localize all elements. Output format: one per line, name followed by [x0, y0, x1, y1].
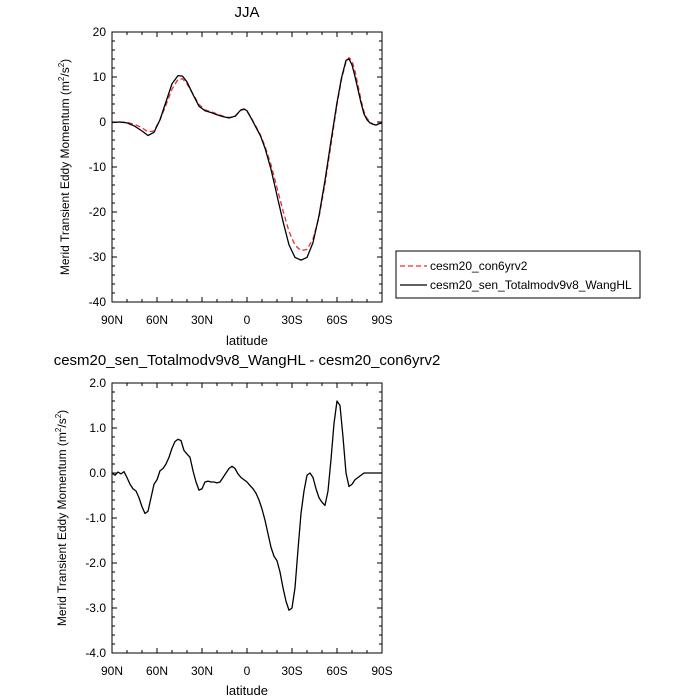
chart-bottom-ylabel: Merid Transient Eddy Momentum (m2/s2): [54, 410, 69, 626]
chart-bottom-xtick-label: 60N: [146, 664, 168, 678]
chart-top-ytick-label: -10: [89, 160, 107, 174]
chart-bottom-ytick-label: 0.0: [89, 466, 106, 480]
chart-top-xtick-label: 30S: [281, 313, 302, 327]
chart-top-xtick-label: 60S: [326, 313, 347, 327]
chart-bottom-ytick-label: 2.0: [89, 376, 106, 390]
chart-top-ytick-label: 20: [93, 25, 107, 39]
chart-top-ticks: [111, 31, 383, 303]
chart-bottom-xtick-label: 0: [244, 664, 251, 678]
legend-box: [395, 250, 641, 299]
legend-label-con6yrv2: cesm20_con6yrv2: [430, 259, 528, 273]
chart-top-ylabel: Merid Transient Eddy Momentum (m2/s2): [57, 59, 72, 275]
chart-bottom-y-tick-labels: 2.0 1.0 0.0 -1.0 -2.0 -3.0 -4.0: [85, 376, 106, 660]
chart-top-xtick-label: 0: [244, 313, 251, 327]
chart-top-title: JJA: [234, 4, 259, 21]
chart-bottom-xtick-label: 30S: [281, 664, 302, 678]
chart-top-xtick-label: 90N: [101, 313, 123, 327]
chart-top-xtick-label: 60N: [146, 313, 168, 327]
chart-top-series-line-0: [111, 57, 383, 252]
legend-label-totalmod: cesm20_sen_Totalmodv9v8_WangHL: [430, 278, 632, 292]
chart-top-frame: [111, 31, 383, 303]
chart-bottom-xlabel: latitude: [226, 683, 268, 698]
chart-bottom-ytick-label: -2.0: [85, 556, 106, 570]
chart-bottom-frame: [111, 382, 383, 654]
chart-bottom-ytick-label: 1.0: [89, 421, 106, 435]
chart-bottom-series-line-0: [111, 400, 382, 611]
chart-bottom-ytick-label: -1.0: [85, 511, 106, 525]
chart-top-ytick-label: -30: [89, 250, 107, 264]
chart-top-ytick-label: -40: [89, 295, 107, 309]
chart-top-xlabel: latitude: [226, 333, 268, 348]
chart-bottom-xtick-label: 90N: [101, 664, 123, 678]
chart-bottom-xtick-label: 60S: [326, 664, 347, 678]
chart-top-ytick-label: -20: [89, 205, 107, 219]
legend: cesm20_con6yrv2 cesm20_sen_Totalmodv9v8_…: [395, 250, 641, 299]
chart-top-ytick-label: 0: [99, 115, 106, 129]
chart-top-xtick-label: 30N: [191, 313, 213, 327]
chart-bottom-series-group: [111, 400, 382, 611]
chart-bottom-xtick-label: 30N: [191, 664, 213, 678]
chart-bottom-ytick-label: -3.0: [85, 601, 106, 615]
chart-top-xtick-label: 90S: [371, 313, 392, 327]
chart-top-plot-area: [111, 31, 383, 303]
chart-top-x-tick-labels: 90N 60N 30N 0 30S 60S 90S: [101, 313, 393, 327]
chart-bottom-title: cesm20_sen_Totalmodv9v8_WangHL - cesm20_…: [54, 352, 441, 369]
chart-top-series-line-1: [111, 58, 383, 261]
chart-bottom-ytick-label: -4.0: [85, 646, 106, 660]
chart-bottom-plot-area: [111, 382, 383, 654]
chart-bottom-xtick-label: 90S: [371, 664, 392, 678]
chart-top-series-group: [111, 57, 383, 261]
chart-top-ytick-label: 10: [93, 70, 107, 84]
chart-bottom: cesm20_sen_Totalmodv9v8_WangHL - cesm20_…: [54, 352, 441, 698]
chart-top-y-tick-labels: 20 10 0 -10 -20 -30 -40: [89, 25, 107, 309]
chart-bottom-x-tick-labels: 90N 60N 30N 0 30S 60S 90S: [101, 664, 393, 678]
